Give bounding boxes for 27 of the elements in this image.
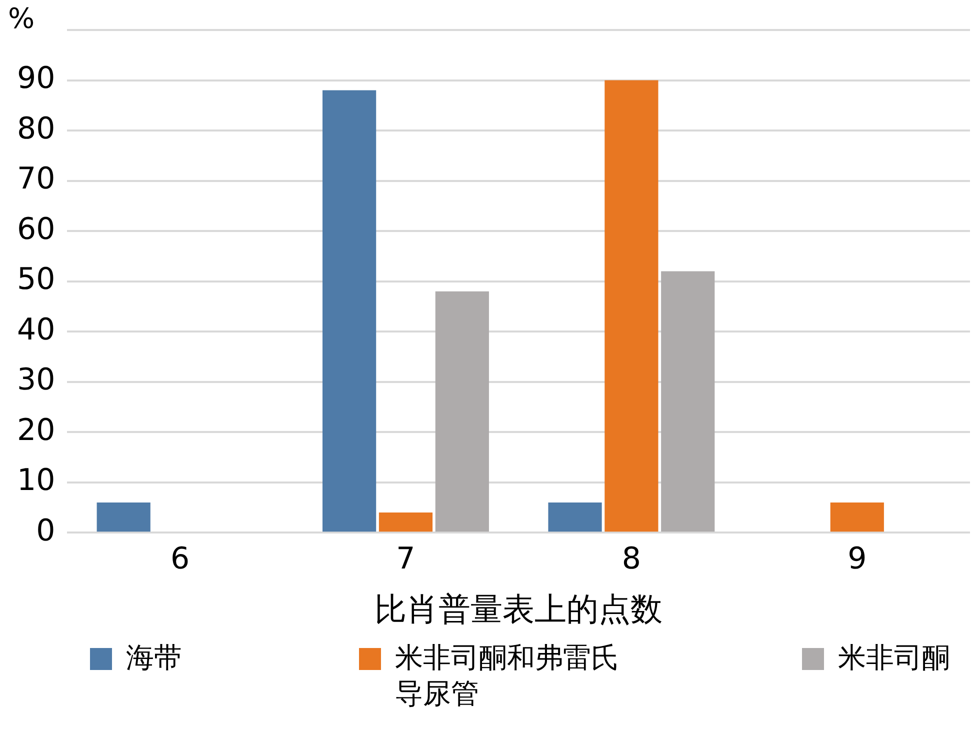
x-tick-label: 6: [170, 541, 190, 576]
y-tick-label: 90: [16, 61, 56, 96]
bar: [435, 291, 489, 532]
y-tick-label: 30: [16, 362, 56, 398]
x-tick-label: 8: [622, 541, 641, 576]
bar: [322, 90, 376, 532]
y-tick-label: 60: [16, 212, 56, 247]
legend-label: 米非司酮和弗雷氏导尿管: [395, 640, 620, 712]
x-tick-label: 7: [396, 541, 416, 576]
y-tick-label: 10: [16, 463, 56, 498]
y-tick-label: 50: [16, 262, 56, 298]
bar: [604, 80, 658, 532]
y-axis-title: %: [8, 2, 35, 35]
bar: [96, 502, 150, 532]
y-tick-label: 40: [16, 312, 56, 348]
x-axis-title: 比肖普量表上的点数: [374, 590, 663, 628]
bar: [661, 271, 715, 532]
y-tick-label: 70: [16, 162, 56, 197]
legend-label: 米非司酮: [838, 640, 950, 676]
y-tick-label: 20: [16, 412, 56, 448]
y-tick-label: 80: [16, 111, 56, 146]
bar: [548, 502, 602, 532]
x-tick-label: 9: [848, 541, 867, 576]
y-tick-label: 0: [36, 513, 56, 548]
bar: [830, 502, 884, 532]
bar: [378, 512, 433, 532]
legend-label: 海带: [126, 640, 182, 676]
